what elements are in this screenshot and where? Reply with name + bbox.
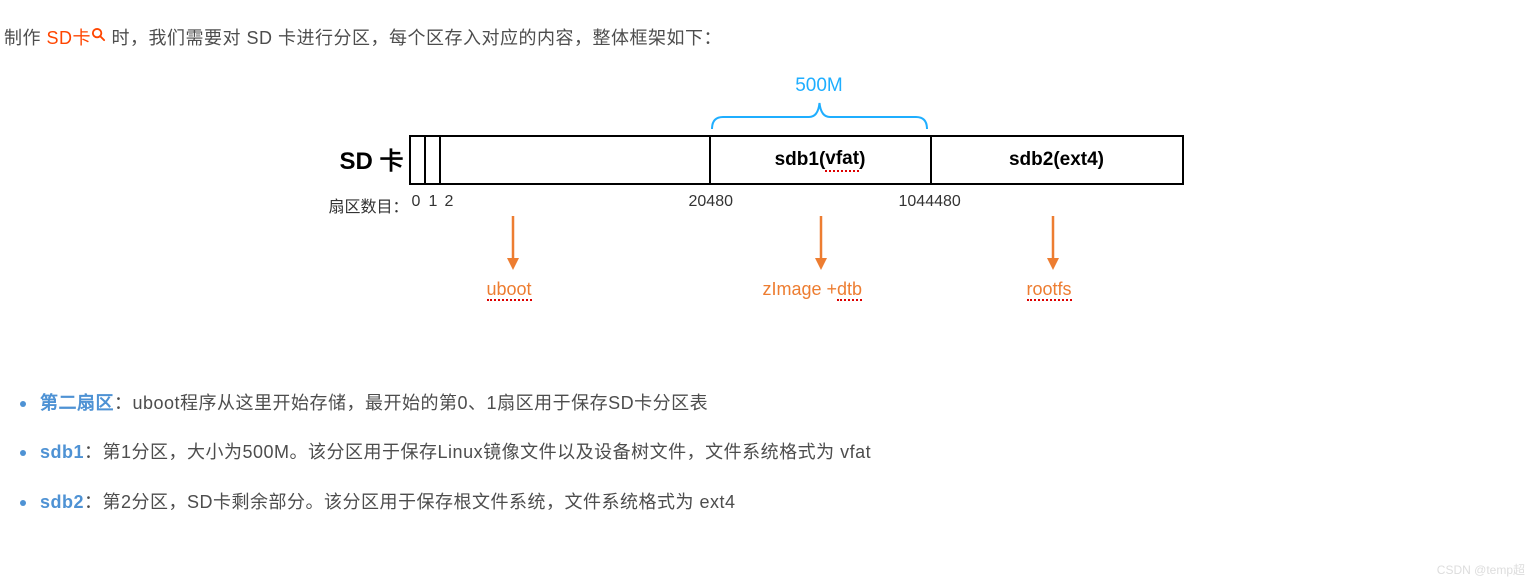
arrow-rootfs-icon [1045, 216, 1061, 270]
list-item: 第二扇区：uboot程序从这里开始存储，最开始的第0、1扇区用于保存SD卡分区表 [12, 391, 1533, 416]
search-icon [91, 27, 106, 42]
sector-1: 1 [429, 193, 438, 211]
sector-0: 0 [412, 193, 421, 211]
cell-sector1 [426, 137, 441, 183]
arrow-zimage-label: zImage +dtb [763, 279, 863, 300]
term-second-sector: 第二扇区 [40, 393, 114, 413]
sd-partition-diagram: 500M SD 卡 sdb1(vfat) sdb2(ext4) 扇区数目： 0 … [329, 81, 1209, 361]
sector-1044480: 1044480 [899, 193, 961, 211]
intro-text: 制作 SD卡 时，我们需要对 SD 卡进行分区，每个区存入对应的内容，整体框架如… [4, 26, 1533, 51]
cell-sdb2: sdb2(ext4) [932, 137, 1182, 183]
arrow-rootfs-label: rootfs [1027, 279, 1072, 300]
sd-card-link[interactable]: SD卡 [47, 28, 107, 48]
term-sdb1: sdb1 [40, 442, 84, 462]
cell-uboot-area [441, 137, 711, 183]
arrow-uboot-icon [505, 216, 521, 270]
watermark: CSDN @temp超 [1437, 561, 1525, 578]
brace-size-label: 500M [709, 75, 930, 97]
partition-table: sdb1(vfat) sdb2(ext4) [409, 135, 1184, 185]
cell-sdb1: sdb1(vfat) [711, 137, 932, 183]
intro-post: 时，我们需要对 SD 卡进行分区，每个区存入对应的内容，整体框架如下： [106, 28, 722, 48]
sector-count-label: 扇区数目： [329, 193, 409, 217]
sd-card-title: SD 卡 [329, 141, 404, 176]
cell-sector0 [411, 137, 426, 183]
term-sdb2: sdb2 [40, 492, 84, 512]
arrow-zimage-icon [813, 216, 829, 270]
sector-20480: 20480 [689, 193, 734, 211]
brace-icon [709, 99, 930, 131]
description-list: 第二扇区：uboot程序从这里开始存储，最开始的第0、1扇区用于保存SD卡分区表… [4, 391, 1533, 515]
list-item: sdb2：第2分区，SD卡剩余部分。该分区用于保存根文件系统，文件系统格式为 e… [12, 490, 1533, 515]
intro-pre: 制作 [4, 28, 47, 48]
list-item: sdb1：第1分区，大小为500M。该分区用于保存Linux镜像文件以及设备树文… [12, 440, 1533, 465]
arrow-uboot-label: uboot [487, 279, 532, 300]
sector-2: 2 [445, 193, 454, 211]
